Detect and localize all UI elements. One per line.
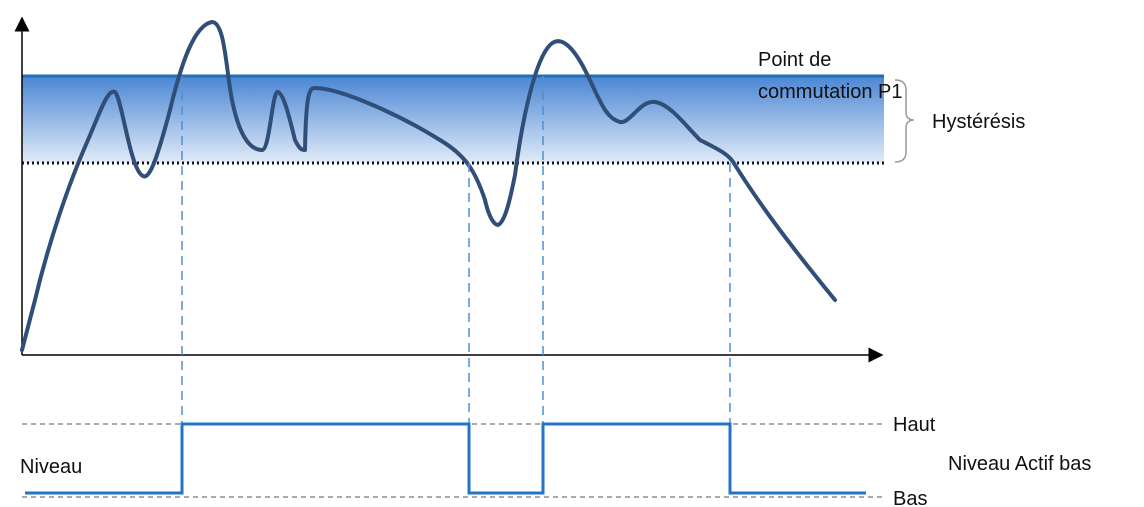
hysteresis-brace (894, 79, 915, 163)
switch-point-label-line2: commutation P1 (758, 81, 903, 103)
level-label: Niveau (20, 456, 82, 478)
signal-curve (20, 20, 837, 352)
hysteresis-label: Hystérésis (932, 111, 1025, 133)
low-level-label: Bas (893, 488, 927, 507)
switch-guides (181, 76, 731, 424)
switch-point-label-line1: Point de (758, 49, 831, 71)
output-level-signal (25, 422, 866, 495)
high-level-label: Haut (893, 414, 936, 436)
mode-label: Niveau Actif bas (948, 453, 1091, 475)
